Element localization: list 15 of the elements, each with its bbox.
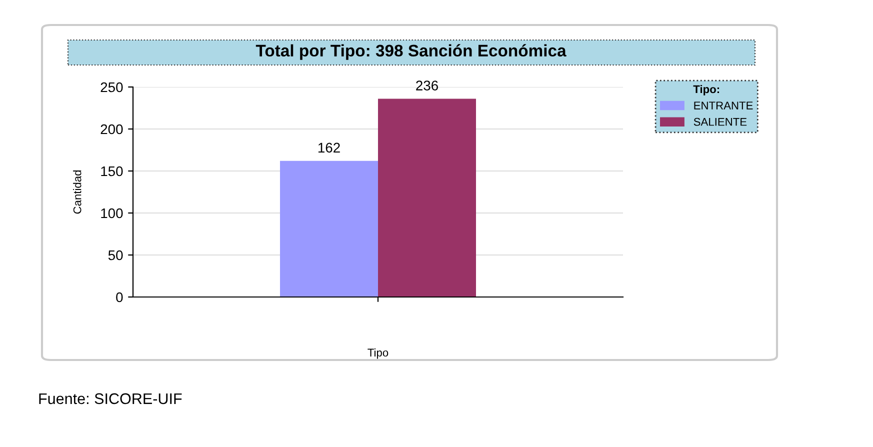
data-label: 162 bbox=[318, 142, 340, 153]
y-tick-label: 0 bbox=[116, 292, 123, 302]
y-tick-label: 150 bbox=[101, 166, 123, 176]
y-axis-title: Cantidad bbox=[73, 170, 82, 214]
y-tick-label: 200 bbox=[100, 124, 123, 134]
y-tick-label: 100 bbox=[101, 208, 123, 218]
data-label: 236 bbox=[416, 80, 438, 90]
source-note: Fuente: SICORE-UIF bbox=[39, 393, 182, 404]
x-axis-title: Tipo bbox=[368, 348, 388, 359]
y-tick-label: 50 bbox=[108, 250, 123, 260]
chart-title: Total por Tipo: 398 Sanción Económica bbox=[256, 44, 566, 60]
y-tick-label: 250 bbox=[100, 82, 123, 92]
legend-label: SALIENTE bbox=[694, 118, 747, 126]
legend-title: Tipo: bbox=[693, 85, 720, 96]
legend-label: ENTRANTE bbox=[694, 102, 753, 110]
